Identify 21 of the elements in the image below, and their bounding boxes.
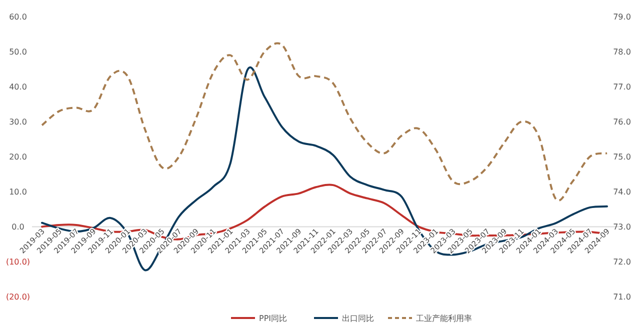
legend-label: 出口同比 [342,314,374,323]
y2-tick-label: 76.0 [613,118,631,127]
y-tick-label: 50.0 [9,48,27,57]
y2-tick-label: 77.0 [613,82,631,92]
y-tick-label: 60.0 [9,12,27,22]
y-tick-label: 20.0 [9,152,27,162]
legend-label: PPI同比 [259,314,288,323]
y-tick-label: 0.0 [12,222,24,232]
y-tick-label: 30.0 [9,118,27,127]
y2-tick-label: 78.0 [613,48,631,57]
y2-tick-label: 72.0 [613,258,631,267]
y-tick-label: 10.0 [9,188,27,197]
y-tick-label: 40.0 [9,82,27,92]
y2-tick-label: 73.0 [613,222,631,232]
legend-label: 工业产能利用率 [416,314,472,323]
y2-tick-label: 75.0 [613,152,631,162]
y2-tick-label: 71.0 [613,292,631,302]
y-tick-label: (10.0) [6,258,30,267]
y-tick-label: (20.0) [6,292,30,302]
y2-tick-label: 79.0 [613,12,631,22]
y2-tick-label: 74.0 [613,188,631,197]
